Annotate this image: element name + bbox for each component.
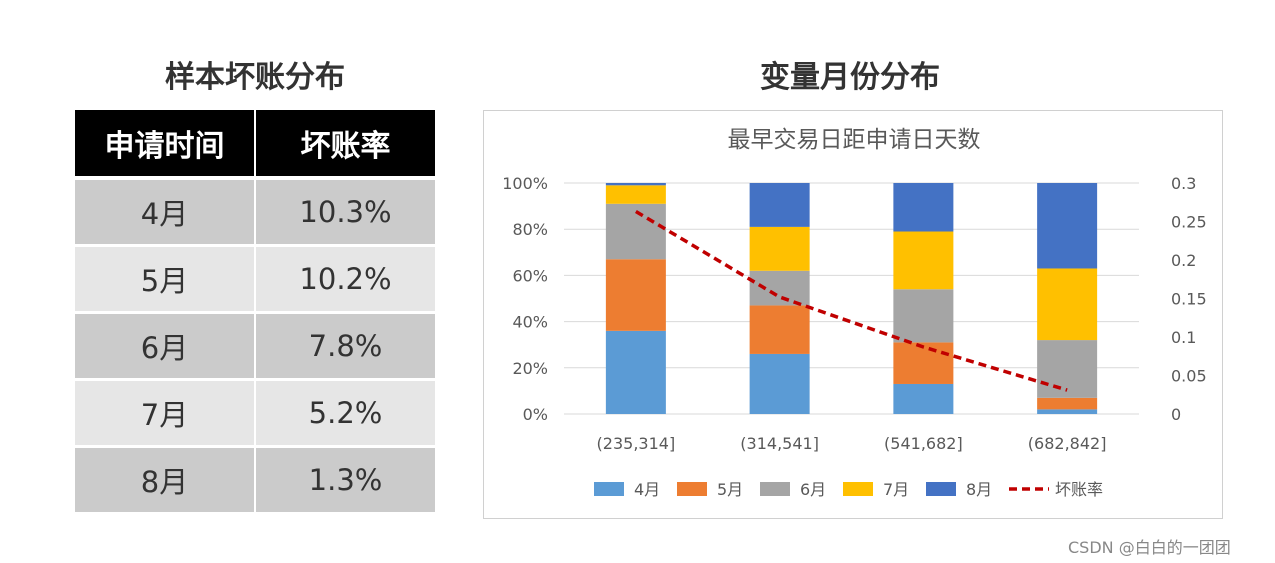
y-left-tick-label: 60% bbox=[512, 266, 548, 285]
right-panel-title: 变量月份分布 bbox=[760, 60, 940, 95]
table-row: 8月 1.3% bbox=[75, 446, 435, 515]
bar-segment bbox=[893, 289, 954, 343]
bar-segment bbox=[893, 383, 954, 414]
bar-segment bbox=[605, 185, 666, 204]
x-tick-label: (541,682] bbox=[884, 434, 963, 453]
chart-title: 最早交易日距申请日天数 bbox=[728, 127, 981, 153]
legend-label: 5月 bbox=[717, 480, 743, 499]
cell-month: 8月 bbox=[75, 446, 256, 515]
bar-segment bbox=[1037, 397, 1098, 410]
bar-segment bbox=[605, 259, 666, 331]
cell-month: 6月 bbox=[75, 312, 256, 381]
y-right-tick-label: 0 bbox=[1171, 405, 1181, 424]
cell-rate: 1.3% bbox=[255, 446, 435, 515]
bar-segment bbox=[893, 342, 954, 384]
cell-month: 7月 bbox=[75, 379, 256, 448]
legend-label: 4月 bbox=[634, 480, 660, 499]
y-left-tick-label: 100% bbox=[502, 174, 548, 193]
header-bad-debt-rate: 坏账率 bbox=[255, 110, 435, 180]
table-row: 5月 10.2% bbox=[75, 245, 435, 314]
bad-debt-table: 申请时间 坏账率 4月 10.3% 5月 10.2% 6月 7.8% 7月 5.… bbox=[75, 110, 435, 515]
bar-segment bbox=[1037, 409, 1098, 414]
table-row: 4月 10.3% bbox=[75, 178, 435, 247]
header-apply-time: 申请时间 bbox=[75, 110, 256, 180]
table-header-row: 申请时间 坏账率 bbox=[75, 110, 435, 180]
legend-swatch bbox=[594, 482, 624, 496]
bar-segment bbox=[1037, 340, 1098, 398]
bad-debt-rate-line bbox=[635, 209, 1068, 392]
y-left-tick-label: 20% bbox=[512, 359, 548, 378]
watermark: CSDN @白白的一团团 bbox=[1068, 538, 1231, 557]
x-tick-label: (314,541] bbox=[740, 434, 819, 453]
cell-rate: 10.2% bbox=[255, 245, 435, 314]
legend-label: 坏账率 bbox=[1055, 480, 1103, 499]
legend-label: 6月 bbox=[800, 480, 826, 499]
bar-segment bbox=[749, 226, 810, 271]
bar-segment bbox=[605, 183, 666, 186]
legend-swatch bbox=[926, 482, 956, 496]
bar-segment bbox=[749, 183, 810, 227]
table-row: 6月 7.8% bbox=[75, 312, 435, 381]
legend-swatch bbox=[677, 482, 707, 496]
stacked-bar-chart: 最早交易日距申请日天数 0% 20% 40% 60% 80% 100% 0 0.05 0.1 0.1… bbox=[502, 127, 1207, 499]
legend-label: 7月 bbox=[883, 480, 909, 499]
y-right-tick-label: 0.2 bbox=[1171, 251, 1196, 270]
table-row: 7月 5.2% bbox=[75, 379, 435, 448]
y-right-tick-label: 0.3 bbox=[1171, 174, 1196, 193]
y-right-tick-label: 0.25 bbox=[1171, 213, 1207, 232]
y-right-tick-label: 0.05 bbox=[1171, 367, 1207, 386]
bar-segment bbox=[605, 330, 666, 414]
chart-container: 最早交易日距申请日天数 0% 20% 40% 60% 80% 100% 0 0.05 0.1 0.1… bbox=[483, 110, 1223, 519]
legend-label: 8月 bbox=[966, 480, 992, 499]
y-right-tick-label: 0.1 bbox=[1171, 328, 1196, 347]
cell-rate: 10.3% bbox=[255, 178, 435, 247]
bar-segment bbox=[893, 231, 954, 290]
bar-segment bbox=[893, 183, 954, 232]
bar-segment bbox=[749, 305, 810, 354]
bar-segment bbox=[1037, 183, 1098, 269]
cell-month: 5月 bbox=[75, 245, 256, 314]
x-tick-label: (682,842] bbox=[1028, 434, 1107, 453]
cell-rate: 7.8% bbox=[255, 312, 435, 381]
bar-segment bbox=[749, 270, 810, 306]
bar-segment bbox=[1037, 268, 1098, 341]
y-left-tick-label: 40% bbox=[512, 313, 548, 332]
y-left-tick-label: 80% bbox=[512, 220, 548, 239]
left-panel-title: 样本坏账分布 bbox=[165, 60, 345, 95]
y-left-tick-label: 0% bbox=[523, 405, 548, 424]
cell-month: 4月 bbox=[75, 178, 256, 247]
legend-swatch bbox=[843, 482, 873, 496]
bar-segment bbox=[749, 353, 810, 414]
x-tick-label: (235,314] bbox=[597, 434, 676, 453]
legend-swatch bbox=[760, 482, 790, 496]
y-right-tick-label: 0.15 bbox=[1171, 290, 1207, 309]
cell-rate: 5.2% bbox=[255, 379, 435, 448]
